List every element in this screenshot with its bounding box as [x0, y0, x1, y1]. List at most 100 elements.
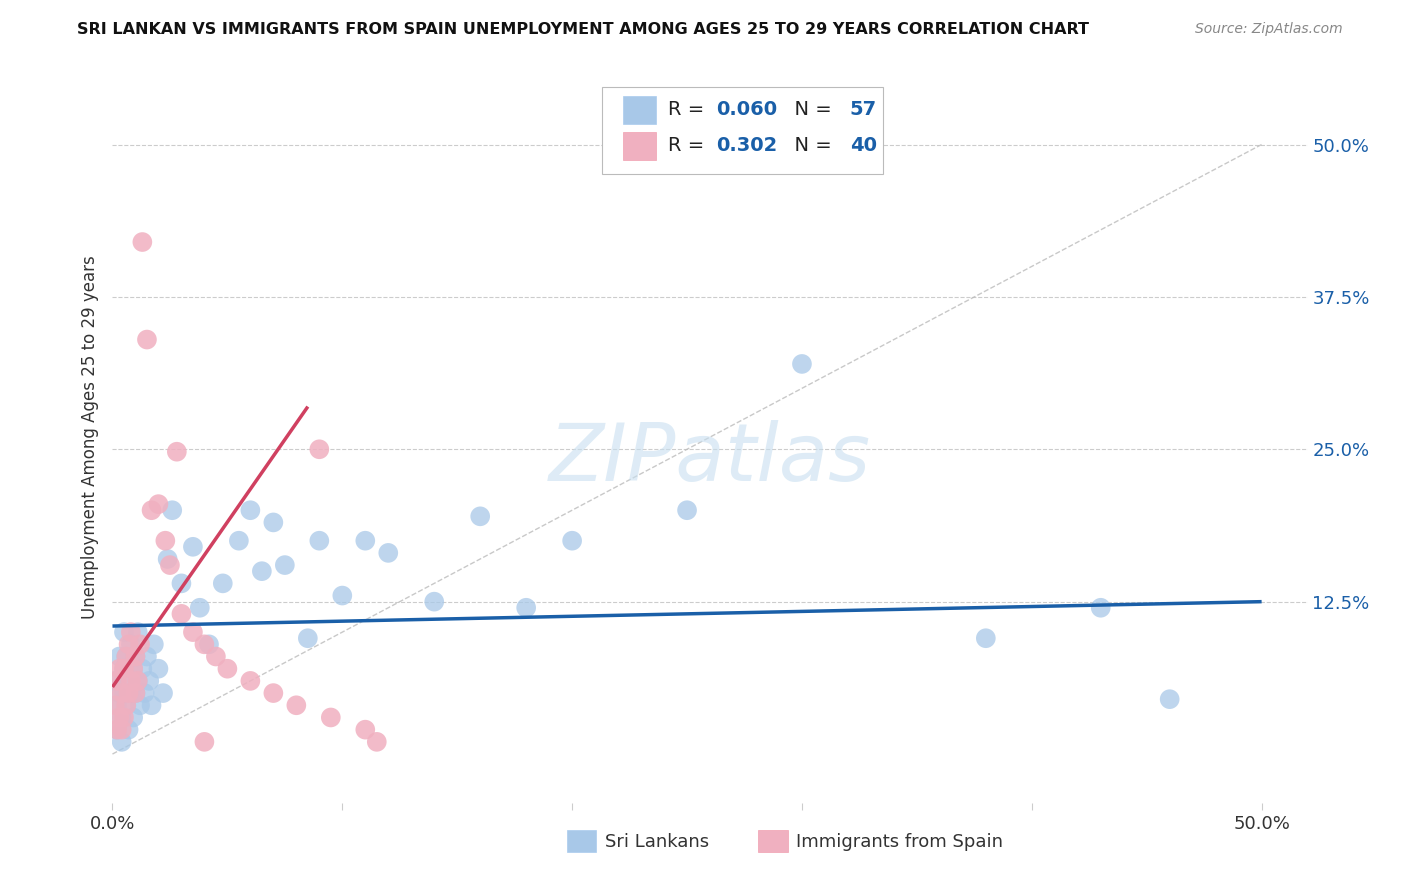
Point [193, 637, 215, 651]
Point [111, 686, 134, 700]
Point [117, 637, 139, 651]
Text: 40: 40 [849, 136, 877, 155]
Point [122, 662, 145, 676]
Point [129, 698, 152, 713]
Text: 0.302: 0.302 [716, 136, 778, 155]
Point [297, 632, 319, 646]
Point [111, 735, 134, 749]
Point [790, 357, 813, 371]
Point [122, 710, 145, 724]
Point [127, 673, 149, 688]
Point [148, 497, 170, 511]
Point [115, 649, 138, 664]
Point [561, 533, 583, 548]
Point [117, 723, 139, 737]
Point [108, 662, 131, 676]
Point [127, 625, 149, 640]
Point [111, 710, 134, 724]
Point [105, 723, 128, 737]
Point [423, 594, 446, 608]
Point [134, 686, 156, 700]
Point [170, 607, 193, 621]
Point [136, 649, 159, 664]
Point [159, 558, 181, 573]
Point [141, 503, 163, 517]
FancyBboxPatch shape [567, 830, 596, 852]
Point [228, 533, 250, 548]
Point [108, 649, 131, 664]
Text: N =: N = [782, 100, 838, 119]
Point [170, 576, 193, 591]
Point [181, 625, 204, 640]
Point [112, 686, 135, 700]
Point [105, 723, 128, 737]
Point [111, 723, 134, 737]
Point [141, 698, 163, 713]
Point [974, 632, 997, 646]
Point [138, 673, 160, 688]
Point [285, 698, 308, 713]
Point [105, 698, 128, 713]
Point [105, 673, 128, 688]
Point [330, 589, 353, 603]
Point [104, 673, 127, 688]
Point [120, 673, 142, 688]
Point [274, 558, 297, 573]
Point [1090, 600, 1112, 615]
Point [470, 509, 492, 524]
Point [515, 600, 537, 615]
Point [676, 503, 699, 517]
Point [193, 735, 215, 749]
Point [117, 673, 139, 688]
FancyBboxPatch shape [603, 87, 883, 174]
Point [166, 444, 188, 458]
Point [112, 662, 135, 676]
FancyBboxPatch shape [758, 830, 787, 852]
Point [115, 698, 138, 713]
Point [122, 662, 145, 676]
Point [108, 686, 131, 700]
Point [162, 503, 183, 517]
Point [308, 442, 330, 457]
Point [239, 503, 262, 517]
Point [120, 686, 142, 700]
Point [354, 723, 377, 737]
Point [108, 710, 131, 724]
Text: ZIPatlas: ZIPatlas [548, 420, 872, 498]
Text: SRI LANKAN VS IMMIGRANTS FROM SPAIN UNEMPLOYMENT AMONG AGES 25 TO 29 YEARS CORRE: SRI LANKAN VS IMMIGRANTS FROM SPAIN UNEM… [77, 22, 1090, 37]
Point [129, 637, 152, 651]
FancyBboxPatch shape [623, 96, 657, 124]
Text: Sri Lankans: Sri Lankans [605, 832, 709, 851]
Point [354, 533, 377, 548]
Text: N =: N = [782, 136, 838, 155]
Text: R =: R = [668, 100, 710, 119]
Point [217, 662, 239, 676]
Point [115, 698, 138, 713]
Point [120, 637, 142, 651]
Point [308, 533, 330, 548]
Point [155, 533, 177, 548]
Point [136, 333, 159, 347]
Text: 57: 57 [849, 100, 877, 119]
Text: Source: ZipAtlas.com: Source: ZipAtlas.com [1195, 22, 1343, 37]
Point [124, 686, 146, 700]
Point [117, 686, 139, 700]
Point [131, 235, 153, 249]
Point [124, 686, 146, 700]
Text: Immigrants from Spain: Immigrants from Spain [796, 832, 1002, 851]
FancyBboxPatch shape [623, 132, 657, 160]
Point [131, 662, 153, 676]
Point [124, 649, 146, 664]
Text: 0.060: 0.060 [716, 100, 778, 119]
Point [250, 564, 273, 578]
Point [211, 576, 233, 591]
Point [366, 735, 388, 749]
Text: R =: R = [668, 136, 710, 155]
Point [120, 625, 142, 640]
Point [198, 637, 221, 651]
Point [148, 662, 170, 676]
Point [262, 516, 284, 530]
Point [377, 546, 399, 560]
Point [319, 710, 342, 724]
Point [124, 649, 146, 664]
